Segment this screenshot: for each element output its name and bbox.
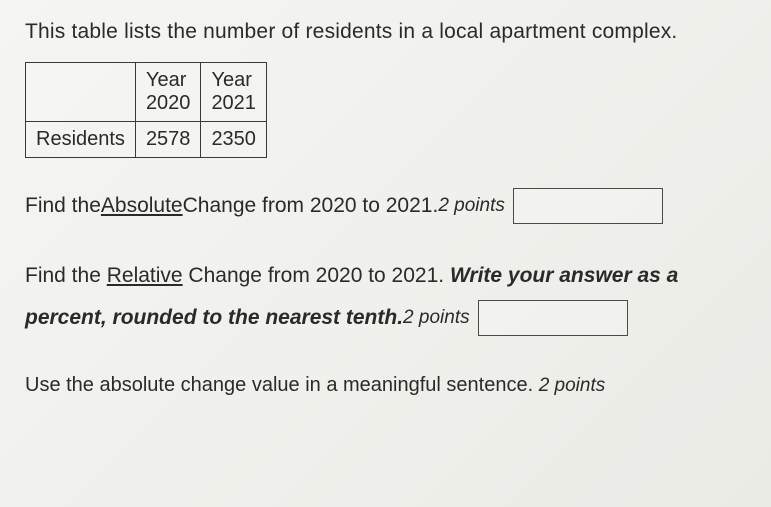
q2-bold2: percent, rounded to the nearest tenth. [25,306,403,330]
q1-suffix: Change from 2020 to 2021. [183,194,439,218]
data-table: Year 2020 Year 2021 Residents 2578 2350 [25,62,267,158]
q3-points: 2 points [539,375,606,396]
q3-text: Use the absolute change value in a meani… [25,374,539,396]
year-value-1: 2020 [146,92,191,114]
question-2: Find the Relative Change from 2020 to 20… [25,264,746,336]
q2-points: 2 points [403,307,470,329]
year-label-2: Year [211,69,251,91]
q1-prefix: Find the [25,194,101,218]
q2-line2: percent, rounded to the nearest tenth. 2… [25,300,746,336]
table-row: Residents 2578 2350 [26,122,267,158]
table-cell-empty [26,63,136,122]
table-cell-residents-2020: 2578 [135,122,201,158]
table-cell-row-label: Residents [26,122,136,158]
q2-bold1: Write your answer as a [450,264,678,287]
q2-underlined: Relative [107,264,183,287]
q1-points: 2 points [438,195,505,217]
year-label-1: Year [146,69,186,91]
table-row: Year 2020 Year 2021 [26,63,267,122]
table-cell-year-header1: Year 2020 [135,63,201,122]
table-cell-residents-2021: 2350 [201,122,267,158]
question-3: Use the absolute change value in a meani… [25,374,746,397]
question-1: Find the Absolute Change from 2020 to 20… [25,188,746,224]
q2-suffix: Change from 2020 to 2021. [183,264,450,287]
q1-underlined: Absolute [101,194,183,218]
q2-prefix: Find the [25,264,107,287]
q1-answer-input[interactable] [513,188,663,224]
q2-line1: Find the Relative Change from 2020 to 20… [25,264,746,288]
intro-text: This table lists the number of residents… [25,20,746,44]
q2-answer-input[interactable] [478,300,628,336]
table-cell-year-header2: Year 2021 [201,63,267,122]
year-value-2: 2021 [211,92,256,114]
